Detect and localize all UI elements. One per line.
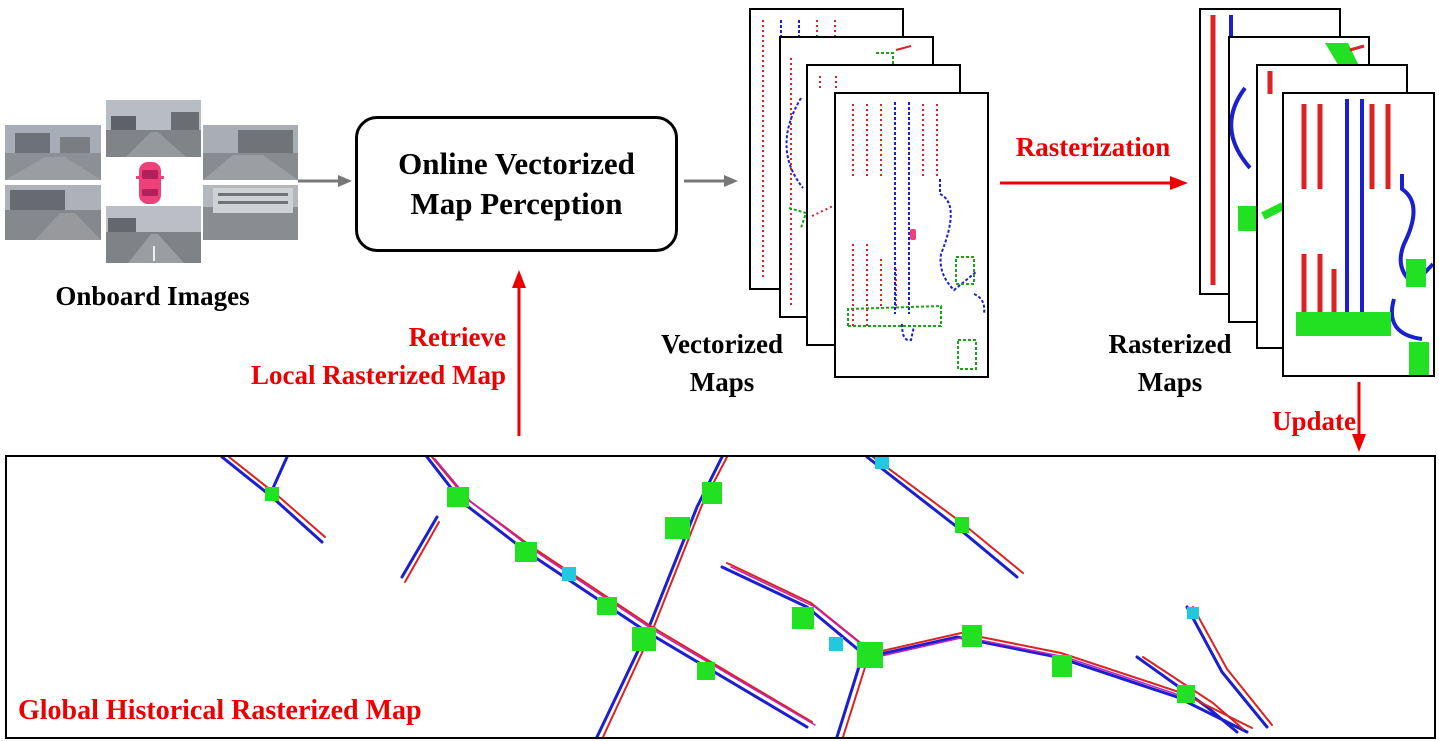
- arrow-update-down: [1352, 382, 1366, 452]
- camera-image-back-right: [203, 185, 298, 240]
- perception-title-line2: Map Perception: [410, 186, 623, 221]
- vectorized-maps-label-line2: Maps: [689, 367, 755, 397]
- arrow-images-to-perception: [298, 175, 352, 187]
- vector-crossings: [847, 256, 977, 370]
- rasterization-label: Rasterization: [1015, 132, 1171, 162]
- vectorized-map-frame-4: [834, 92, 989, 378]
- raster-crossings: [1296, 259, 1429, 375]
- vector-ego-car: [910, 229, 916, 240]
- arrow-retrieve-up: [512, 270, 526, 436]
- vectorized-maps-label-line1: Vectorized: [661, 329, 783, 359]
- perception-title-line1: Online Vectorized: [398, 146, 635, 181]
- camera-image-front-right: [203, 125, 298, 180]
- retrieve-label-line1: Retrieve: [408, 322, 506, 352]
- global-map-label: Global Historical Rasterized Map: [18, 695, 422, 726]
- perception-module-box: Online Vectorized Map Perception: [355, 116, 678, 252]
- global-map-roads: [220, 457, 1273, 737]
- camera-image-front-left: [5, 125, 101, 180]
- retrieve-label-line2: Local Rasterized Map: [251, 360, 506, 390]
- update-label: Update: [1271, 406, 1356, 436]
- camera-image-back: [106, 206, 201, 263]
- global-map-crossings: [265, 482, 1195, 703]
- global-map-frame: [5, 455, 1436, 739]
- onboard-images-label: Onboard Images: [55, 281, 250, 311]
- camera-image-back-left: [5, 185, 101, 240]
- rasterized-map-frame-4: [1282, 92, 1435, 377]
- vector-road-boundaries: [894, 102, 986, 342]
- arrow-rasterization: [1000, 176, 1188, 190]
- camera-image-front: [106, 100, 201, 157]
- rasterized-maps-label-line2: Maps: [1137, 367, 1203, 397]
- rasterized-maps-label-line1: Rasterized: [1108, 329, 1232, 359]
- arrow-perception-to-vectorized: [684, 175, 738, 187]
- ego-car-icon: [136, 160, 164, 206]
